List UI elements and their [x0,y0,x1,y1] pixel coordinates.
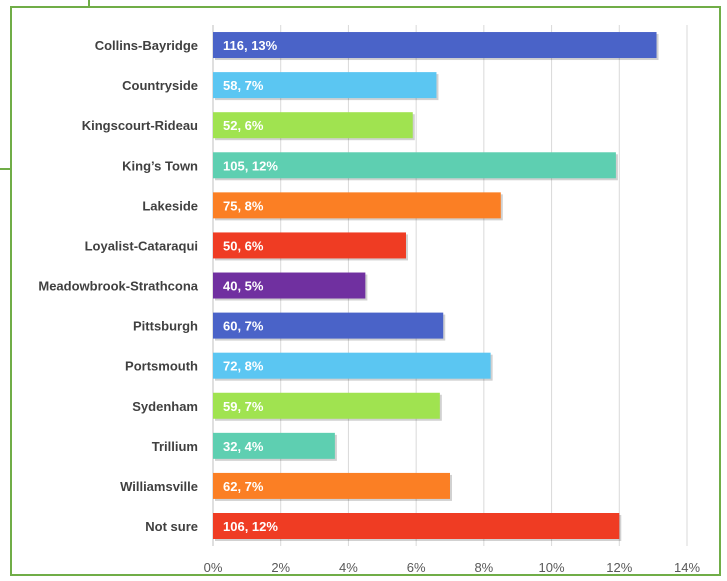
category-label: Pittsburgh [133,319,198,334]
x-tick-label: 0% [204,560,223,575]
bar-data-label: 32, 4% [223,439,264,454]
bar [213,392,440,419]
category-label: Kingscourt-Rideau [82,118,198,133]
x-axis-ticks: 0% 2% 4% 6% 8% 10% 12% 14% [204,560,701,575]
bars: 116, 13% 58, 7% 52, 6% 105, 12% 75, 8% 50, 6%… [213,32,659,541]
category-label: Meadowbrook-Strathcona [38,279,198,294]
x-tick-label: 10% [539,560,565,575]
category-label: Trillium [152,439,198,454]
bar-data-label: 50, 6% [223,238,264,253]
bar-data-label: 60, 7% [223,319,264,334]
bar-data-label: 106, 12% [223,519,278,534]
bar-data-label: 116, 13% [223,38,278,53]
category-label: Lakeside [142,198,198,213]
bar-data-label: 40, 5% [223,279,264,294]
bar [213,232,406,259]
bar [213,432,335,459]
background-divider-line [0,168,12,170]
bar [213,32,657,59]
bar-data-label: 75, 8% [223,198,264,213]
bar [213,513,620,539]
x-tick-label: 8% [474,560,493,575]
category-label: Countryside [122,78,198,93]
bar [213,192,501,219]
bar [213,272,366,299]
x-tick-label: 2% [271,560,290,575]
category-label: Sydenham [132,399,198,414]
bar-data-label: 58, 7% [223,78,264,93]
bar-data-label: 59, 7% [223,399,264,414]
background-divider-line [88,0,90,8]
x-tick-label: 12% [606,560,632,575]
bar [213,312,444,339]
bar [213,152,616,179]
x-tick-label: 4% [339,560,358,575]
category-label: Not sure [145,519,198,534]
bar-data-label: 105, 12% [223,158,278,173]
bar [213,72,437,99]
x-tick-label: 14% [674,560,700,575]
x-tick-label: 6% [407,560,426,575]
category-label: Collins-Bayridge [95,38,198,53]
category-label: Williamsville [120,479,198,494]
bar-data-label: 72, 8% [223,359,264,374]
category-label: Portsmouth [125,359,198,374]
bar-data-label: 62, 7% [223,479,264,494]
bar [213,112,413,139]
category-labels: Collins-Bayridge Countryside Kingscourt-Ri… [38,38,198,534]
bar-data-label: 52, 6% [223,118,264,133]
bar [213,472,450,499]
category-label: King’s Town [122,158,198,173]
category-label: Loyalist-Cataraqui [85,238,198,253]
bar [213,352,491,379]
